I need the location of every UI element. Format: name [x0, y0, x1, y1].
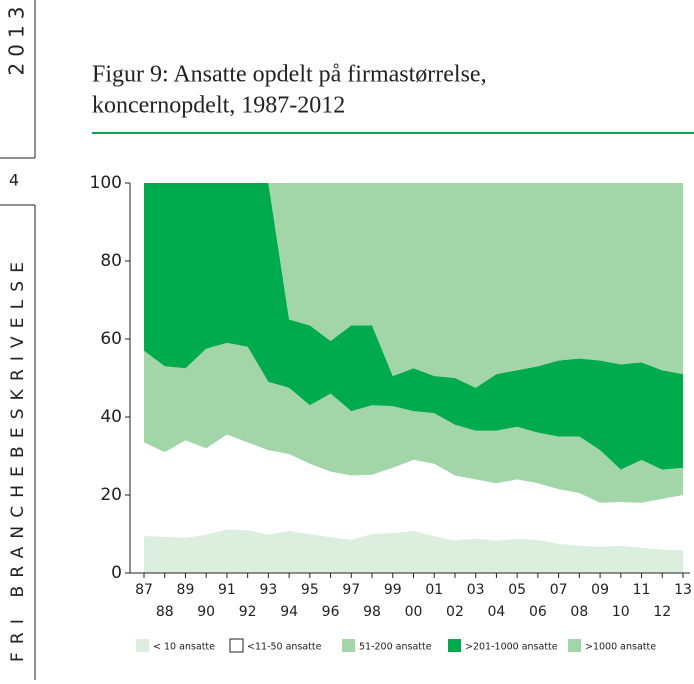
x-tick-label: 99 [384, 582, 402, 598]
y-tick-label: 100 [90, 173, 122, 193]
legend-label: 51-200 ansatte [359, 642, 432, 653]
legend-swatch [568, 639, 581, 652]
legend-label: <11-50 ansatte [247, 642, 322, 653]
y-tick-label: 20 [100, 485, 122, 505]
y-tick-label: 0 [111, 563, 122, 583]
chart-title: koncernopdelt, 1987-2012 [92, 93, 345, 119]
x-tick-label: 89 [177, 582, 195, 598]
x-tick-label: 92 [239, 604, 257, 620]
x-tick-label: 91 [218, 582, 236, 598]
area [144, 342, 683, 503]
x-tick-label: 03 [467, 582, 485, 598]
legend-swatch [448, 639, 461, 652]
sidebar-label: FRI BRANCHEBESKRIVELSE [8, 262, 28, 662]
x-tick-label: 12 [653, 604, 671, 620]
x-tick-label: 96 [322, 604, 340, 620]
area [144, 529, 683, 573]
x-tick-label: 02 [446, 604, 464, 620]
page-number: 4 [9, 171, 19, 190]
x-tick-label: 07 [550, 582, 568, 598]
x-tick-label: 09 [591, 582, 609, 598]
sidebar-year: 2013 [5, 1, 29, 76]
legend-swatch [342, 639, 355, 652]
legend-swatch [136, 639, 149, 652]
y-tick-label: 80 [100, 251, 122, 271]
chart-title: Figur 9: Ansatte opdelt på firmastørrels… [92, 62, 487, 88]
x-tick-label: 94 [280, 604, 298, 620]
y-tick-label: 60 [100, 329, 122, 349]
x-tick-label: 97 [342, 582, 360, 598]
x-tick-label: 93 [259, 582, 277, 598]
x-tick-label: 04 [488, 604, 506, 620]
area [144, 183, 683, 388]
x-tick-label: 06 [529, 604, 547, 620]
x-tick-label: 11 [633, 582, 651, 598]
x-tick-label: 88 [156, 604, 174, 620]
y-tick-label: 40 [100, 407, 122, 427]
x-tick-label: 08 [570, 604, 588, 620]
x-tick-label: 95 [301, 582, 319, 598]
x-tick-label: 00 [405, 604, 423, 620]
area [144, 183, 683, 470]
x-tick-label: 87 [135, 582, 153, 598]
legend-label: >1000 ansatte [585, 642, 656, 653]
x-tick-label: 05 [508, 582, 526, 598]
x-tick-label: 98 [363, 604, 381, 620]
x-tick-label: 01 [425, 582, 443, 598]
area [144, 434, 683, 551]
x-tick-label: 10 [612, 604, 630, 620]
legend-label: >201-1000 ansatte [465, 642, 558, 653]
legend-swatch [229, 638, 244, 653]
legend-label: < 10 ansatte [153, 642, 215, 653]
x-tick-label: 90 [197, 604, 215, 620]
x-tick-label: 13 [674, 582, 692, 598]
